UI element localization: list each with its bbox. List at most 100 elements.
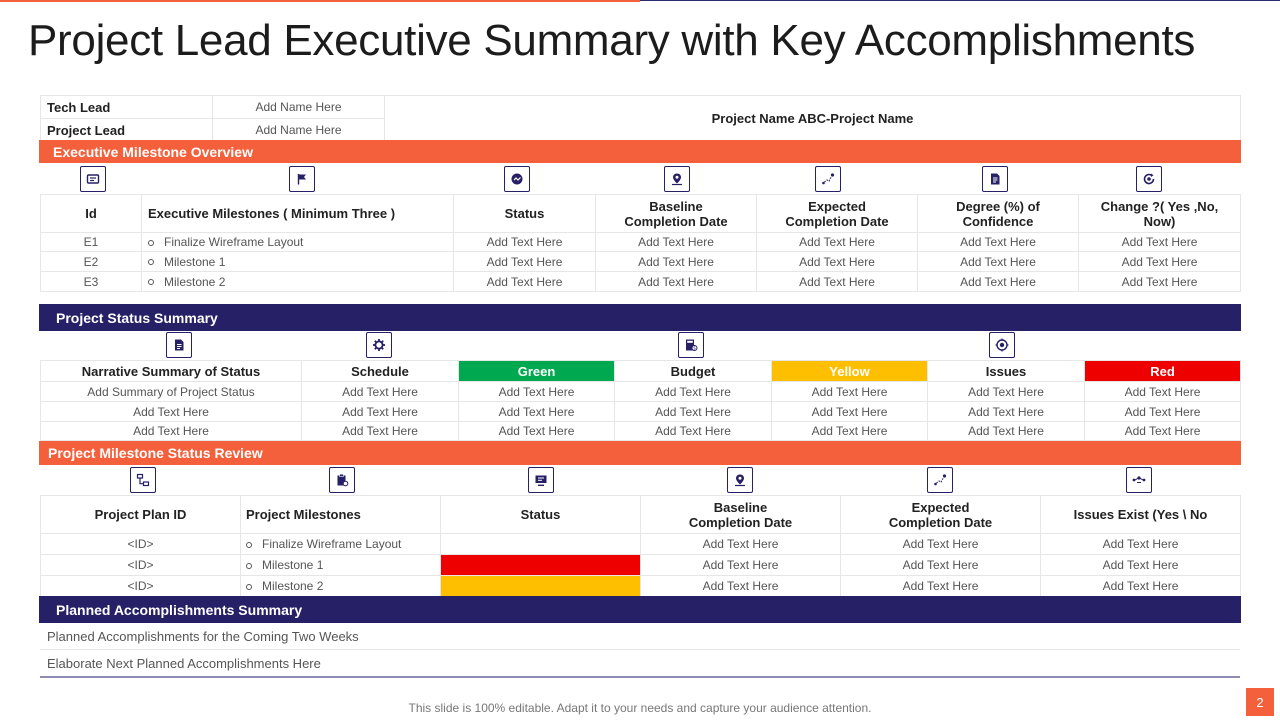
project-status-summary-title: Project Status Summary [56, 309, 218, 326]
route-icon [815, 166, 841, 192]
plan-issues[interactable]: Add Text Here [1040, 554, 1241, 576]
col-header-budget: Budget [614, 360, 772, 382]
milestone-change[interactable]: Add Text Here [1078, 271, 1241, 292]
route-icon [927, 467, 953, 493]
status-cell[interactable]: Add Text Here [1084, 381, 1241, 402]
milestone-baseline[interactable]: Add Text Here [595, 271, 757, 292]
accomplishment-line-1[interactable]: Planned Accomplishments for the Coming T… [40, 623, 1240, 650]
milestone-status[interactable]: Add Text Here [453, 271, 596, 292]
plan-issues[interactable]: Add Text Here [1040, 575, 1241, 597]
tech-lead-value[interactable]: Add Name Here [212, 95, 385, 119]
plan-expected[interactable]: Add Text Here [840, 575, 1041, 597]
plan-milestone-cell[interactable]: Milestone 1 [240, 554, 441, 576]
plan-expected[interactable]: Add Text Here [840, 554, 1041, 576]
milestone-status[interactable]: Add Text Here [453, 251, 596, 272]
table-row: E2 Milestone 1 Add Text Here Add Text He… [40, 251, 1241, 272]
milestone-name-cell[interactable]: Milestone 2 [141, 271, 454, 292]
status-cell[interactable]: Add Text Here [771, 421, 928, 441]
accomplishment-line-2[interactable]: Elaborate Next Planned Accomplishments H… [40, 650, 1240, 676]
status-cell[interactable]: Add Summary of Project Status [40, 381, 302, 402]
col-header-baseline-completion-date: Baseline Completion Date [640, 495, 841, 534]
table-row: Add Text Here Add Text Here Add Text Her… [40, 421, 1241, 441]
location-pin-icon [727, 467, 753, 493]
project-lead-label: Project Lead [40, 118, 213, 142]
table-row: E1 Finalize Wireframe Layout Add Text He… [40, 232, 1241, 252]
milestone-confidence[interactable]: Add Text Here [917, 271, 1079, 292]
milestone-baseline[interactable]: Add Text Here [595, 232, 757, 252]
project-lead-value[interactable]: Add Name Here [212, 118, 385, 142]
bullet-icon [246, 562, 252, 569]
status-cell[interactable]: Add Text Here [458, 421, 615, 441]
status-cell[interactable]: Add Text Here [40, 421, 302, 441]
project-name[interactable]: Project Name ABC-Project Name [384, 95, 1241, 142]
executive-milestone-overview-band: Executive Milestone Overview [39, 140, 1241, 163]
status-cell[interactable]: Add Text Here [771, 381, 928, 402]
plan-baseline[interactable]: Add Text Here [640, 533, 841, 555]
status-cell[interactable]: Add Text Here [927, 401, 1085, 422]
col-header-project-plan-id: Project Plan ID [40, 495, 241, 534]
plan-id: <ID> [40, 533, 241, 555]
status-cell[interactable]: Add Text Here [458, 381, 615, 402]
status-cell[interactable]: Add Text Here [614, 421, 772, 441]
status-cell[interactable]: Add Text Here [458, 401, 615, 422]
status-fill-red[interactable] [440, 554, 641, 576]
clipboard-icon [329, 467, 355, 493]
status-cell[interactable]: Add Text Here [771, 401, 928, 422]
tech-lead-label: Tech Lead [40, 95, 213, 119]
status-yellow-badge: Yellow [771, 360, 928, 382]
plan-baseline[interactable]: Add Text Here [640, 554, 841, 576]
top-accent-line-orange [0, 0, 640, 2]
milestone-expected[interactable]: Add Text Here [756, 251, 918, 272]
milestone-change[interactable]: Add Text Here [1078, 251, 1241, 272]
col-header-degree-of-confidence: Degree (%) of Confidence [917, 194, 1079, 233]
col-header-narrative-summary: Narrative Summary of Status [40, 360, 302, 382]
status-red-badge: Red [1084, 360, 1241, 382]
project-status-summary-band: Project Status Summary [39, 304, 1241, 331]
plan-milestone: Finalize Wireframe Layout [262, 537, 402, 551]
milestone-name: Finalize Wireframe Layout [164, 235, 304, 249]
status-cell[interactable]: Add Text Here [301, 421, 459, 441]
col-header-baseline-completion-date: Baseline Completion Date [595, 194, 757, 233]
plan-flow-icon [130, 467, 156, 493]
table-row: Add Text Here Add Text Here Add Text Her… [40, 401, 1241, 422]
table-row: E3 Milestone 2 Add Text Here Add Text He… [40, 271, 1241, 292]
plan-baseline[interactable]: Add Text Here [640, 575, 841, 597]
executive-milestones-table: Id Executive Milestones ( Minimum Three … [40, 194, 1241, 292]
milestone-baseline[interactable]: Add Text Here [595, 251, 757, 272]
milestone-expected[interactable]: Add Text Here [756, 271, 918, 292]
status-cell[interactable]: Add Text Here [614, 381, 772, 402]
status-cell[interactable]: Add Text Here [40, 401, 302, 422]
status-cell[interactable]: Add Text Here [927, 381, 1085, 402]
milestone-name-cell[interactable]: Finalize Wireframe Layout [141, 232, 454, 252]
location-pin-icon [664, 166, 690, 192]
plan-milestone: Milestone 2 [262, 579, 324, 593]
milestone-expected[interactable]: Add Text Here [756, 232, 918, 252]
status-cell[interactable]: Add Text Here [927, 421, 1085, 441]
accomplishment-text: Elaborate Next Planned Accomplishments H… [47, 655, 321, 671]
document-icon [982, 166, 1008, 192]
status-fill-empty[interactable] [440, 533, 641, 555]
status-fill-yellow[interactable] [440, 575, 641, 597]
bullet-icon [148, 259, 154, 266]
plan-milestone-cell[interactable]: Milestone 2 [240, 575, 441, 597]
milestone-name: Milestone 2 [164, 274, 226, 289]
status-cell[interactable]: Add Text Here [301, 381, 459, 402]
monitor-icon [528, 467, 554, 493]
milestone-name-cell[interactable]: Milestone 1 [141, 251, 454, 272]
status-cell[interactable]: Add Text Here [301, 401, 459, 422]
status-cell[interactable]: Add Text Here [1084, 401, 1241, 422]
top-accent-line-navy [640, 0, 1280, 1]
milestone-confidence[interactable]: Add Text Here [917, 232, 1079, 252]
accomplishments-bottom-rule [40, 676, 1240, 678]
milestone-change[interactable]: Add Text Here [1078, 232, 1241, 252]
report-icon [166, 332, 192, 358]
col-header-status: Status [440, 495, 641, 534]
plan-expected[interactable]: Add Text Here [840, 533, 1041, 555]
col-header-issues-exist: Issues Exist (Yes \ No [1040, 495, 1241, 534]
status-cell[interactable]: Add Text Here [1084, 421, 1241, 441]
milestone-confidence[interactable]: Add Text Here [917, 251, 1079, 272]
status-cell[interactable]: Add Text Here [614, 401, 772, 422]
plan-milestone-cell[interactable]: Finalize Wireframe Layout [240, 533, 441, 555]
milestone-status[interactable]: Add Text Here [453, 232, 596, 252]
plan-issues[interactable]: Add Text Here [1040, 533, 1241, 555]
